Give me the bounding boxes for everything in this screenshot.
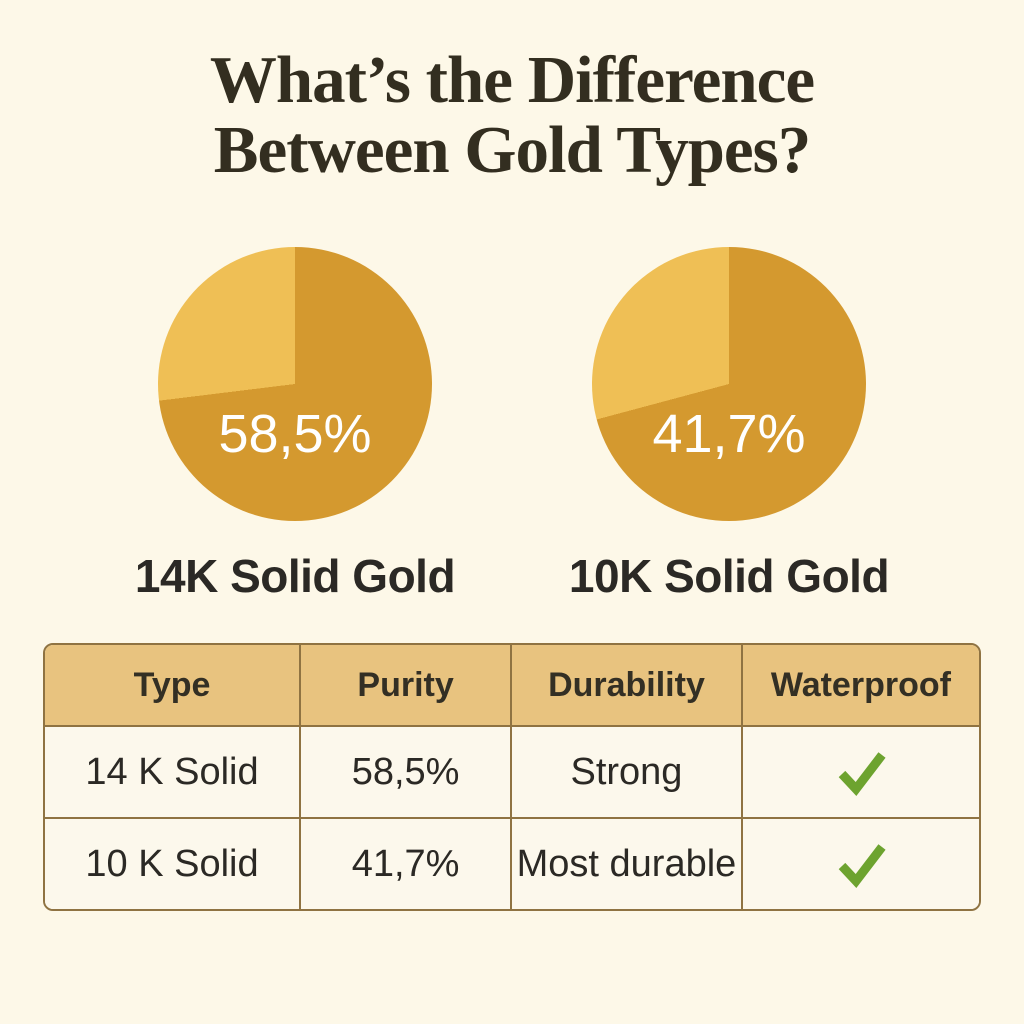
pie-caption-10k: 10K Solid Gold	[568, 550, 890, 603]
comparison-table: Type Purity Durability Waterproof 14 K S…	[43, 643, 981, 912]
table-row: 10 K Solid 41,7% Most durable	[45, 817, 979, 910]
column-header-durability: Durability	[510, 645, 741, 726]
pie-percent-label: 58,5%	[218, 403, 372, 464]
pie-chart-14k: 58,5%	[158, 247, 432, 522]
cell-durability: Most durable	[510, 817, 741, 910]
pie-figure-10k: 41,7% 10K Solid Gold	[569, 247, 890, 603]
pie-percent-label: 41,7%	[652, 403, 806, 464]
check-icon	[838, 752, 886, 797]
page-title-line1: What’s the Difference	[209, 43, 815, 117]
cell-waterproof	[740, 817, 979, 910]
table-header-row: Type Purity Durability Waterproof	[45, 645, 979, 726]
pie-charts-row: 58,5% 14K Solid Gold 41,7% 10K Solid Gol…	[0, 247, 1024, 603]
pie-caption-14k: 14K Solid Gold	[134, 550, 456, 603]
column-header-waterproof: Waterproof	[740, 645, 979, 726]
cell-type: 10 K Solid	[45, 817, 300, 910]
table-row: 14 K Solid 58,5% Strong	[45, 725, 979, 818]
check-icon	[838, 844, 886, 889]
cell-type: 14 K Solid	[45, 725, 300, 818]
column-header-type: Type	[45, 645, 300, 726]
cell-purity: 58,5%	[299, 725, 511, 818]
pie-chart-10k: 41,7%	[592, 247, 866, 522]
column-header-purity: Purity	[299, 645, 511, 726]
cell-waterproof	[740, 725, 979, 818]
page-title-line2: Between Gold Types?	[213, 112, 811, 187]
cell-durability: Strong	[510, 725, 741, 818]
cell-purity: 41,7%	[299, 817, 511, 910]
pie-figure-14k: 58,5% 14K Solid Gold	[135, 247, 456, 603]
page-title: What’s the Difference Between Gold Types…	[0, 0, 1024, 185]
